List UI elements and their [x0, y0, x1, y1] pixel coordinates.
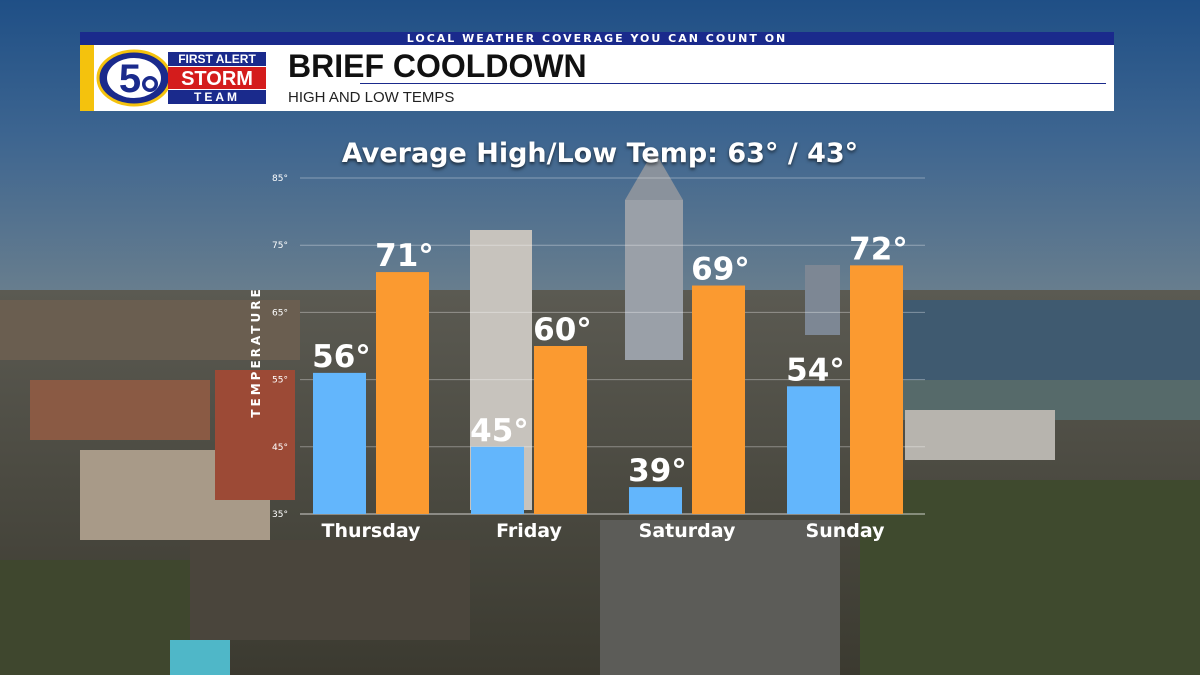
- y-axis-ticks: 35° 45° 55° 65° 75° 85°: [272, 174, 288, 520]
- banner-divider: [360, 83, 1106, 84]
- category-label-thursday: Thursday: [322, 520, 422, 542]
- data-label: 56°: [312, 339, 371, 375]
- data-label: 60°: [533, 312, 592, 348]
- y-tick-label: 45°: [272, 443, 288, 453]
- y-tick-label: 75°: [272, 241, 288, 251]
- y-tick-label: 55°: [272, 376, 288, 386]
- logo-number: 5: [119, 57, 141, 101]
- page-title: BRIEF COOLDOWN: [288, 48, 587, 84]
- data-label: 72°: [849, 231, 908, 267]
- y-tick-label: 65°: [272, 308, 288, 318]
- bar-saturday-high: [692, 285, 745, 514]
- bar-sunday-low: [787, 386, 840, 514]
- logo-line2: STORM: [181, 68, 253, 90]
- bar-friday-high: [534, 346, 587, 514]
- data-label: 45°: [470, 413, 529, 449]
- category-label-sunday: Sunday: [806, 520, 886, 542]
- data-label: 39°: [628, 453, 687, 489]
- bar-sunday-high: [850, 265, 903, 514]
- category-label-saturday: Saturday: [639, 520, 736, 542]
- tagline-bar: LOCAL WEATHER COVERAGE YOU CAN COUNT ON: [80, 32, 1114, 45]
- bar-friday-low: [471, 446, 524, 514]
- logo-line3: TEAM: [194, 90, 240, 104]
- chart-bars: 56° 71° 45° 60° 39° 69° 54° 72°: [312, 231, 908, 514]
- y-tick-label: 85°: [272, 174, 288, 184]
- x-axis-categories: Thursday Friday Saturday Sunday: [322, 520, 886, 542]
- category-label-friday: Friday: [496, 520, 562, 542]
- bar-saturday-low: [629, 487, 682, 514]
- station-logo: 5 FIRST ALERT STORM TEAM: [96, 48, 268, 108]
- data-label: 71°: [375, 238, 434, 274]
- logo-line1: FIRST ALERT: [178, 52, 256, 66]
- banner-accent-stripe: [80, 45, 94, 111]
- bar-thursday-high: [376, 272, 429, 514]
- page-subtitle: HIGH AND LOW TEMPS: [288, 89, 455, 106]
- data-label: 54°: [786, 352, 845, 388]
- chart-title: Average High/Low Temp: 63° / 43°: [341, 138, 859, 169]
- data-label: 69°: [691, 252, 750, 288]
- bar-thursday-low: [313, 372, 366, 514]
- y-tick-label: 35°: [272, 510, 288, 520]
